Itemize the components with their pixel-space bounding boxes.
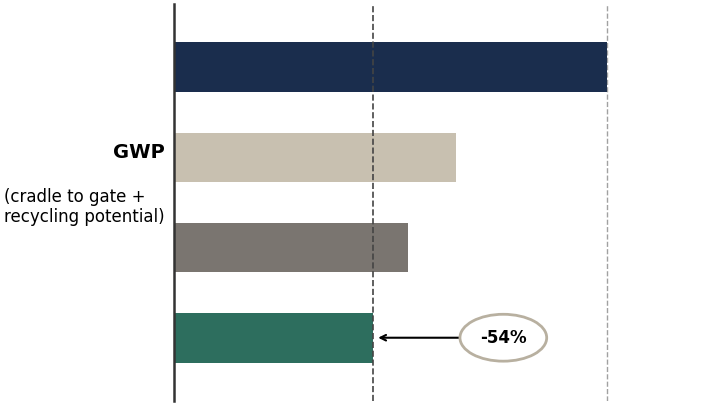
Bar [174,43,608,92]
Bar [174,223,408,273]
Ellipse shape [460,314,546,361]
Text: -54%: -54% [480,329,526,347]
Text: (cradle to gate +
recycling potential): (cradle to gate + recycling potential) [4,188,165,226]
Bar [174,132,456,182]
Text: GWP: GWP [113,143,165,162]
Bar [174,313,373,362]
